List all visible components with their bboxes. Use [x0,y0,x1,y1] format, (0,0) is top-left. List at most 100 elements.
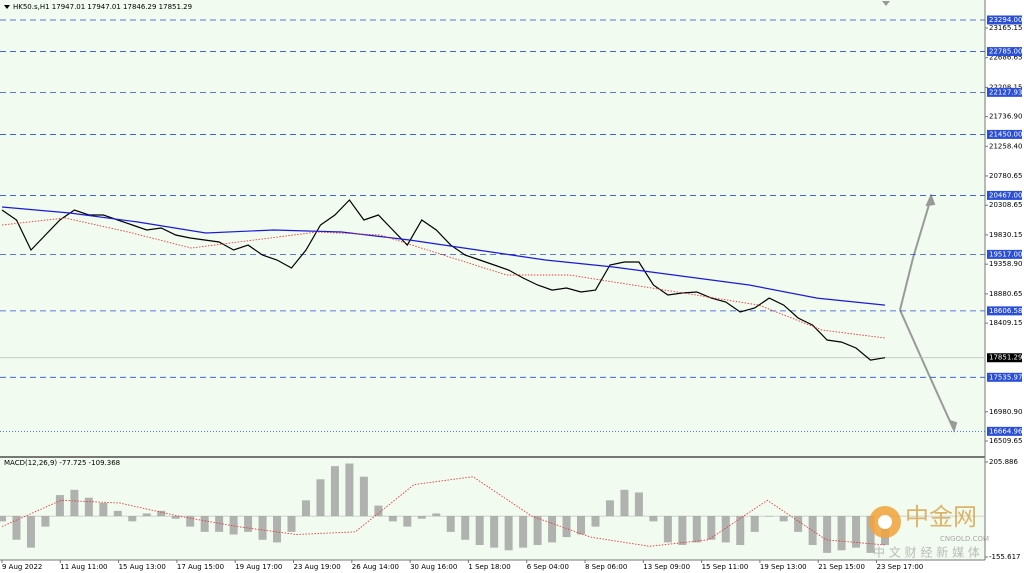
macd-bar [490,516,499,548]
macd-bar [316,479,325,517]
macd-bar [852,516,861,548]
macd-bar [157,510,166,517]
macd-bar [663,516,672,543]
level-label-bg [987,372,1022,382]
x-tick-label: 1 Sep 18:00 [468,563,510,571]
x-tick-label: 15 Sep 11:00 [702,563,749,571]
level-label: 16664.96 [989,427,1023,435]
x-tick-label: 30 Aug 16:00 [410,563,457,571]
y-tick-label: 22208.15 [989,83,1022,91]
level-label: 22127.93 [989,88,1022,96]
level-label: 19517.00 [989,250,1022,258]
last-price-bg [987,353,1022,363]
macd-bar [577,516,586,535]
x-tick-label: 15 Aug 13:00 [119,563,166,571]
plot-bg [0,0,985,560]
macd-bar [823,516,832,553]
macd-bar [287,516,296,532]
macd-bar [519,516,528,548]
menu-triangle [4,5,10,9]
x-tick-label: 8 Sep 06:00 [585,563,627,571]
level-label-bg [987,190,1022,200]
macd-bar [562,516,571,538]
level-label-bg [987,129,1022,139]
y-tick-label: 205.886 [989,458,1018,466]
macd-bar [692,516,701,543]
macd-bar [475,516,484,546]
x-tick-label: 11 Aug 11:00 [60,563,107,571]
macd-bar [26,516,35,548]
watermark: 中金网 CNGOLD.COM 中 文 财 经 新 媒 体 [869,503,989,560]
macd-bar [866,516,875,553]
x-tick-label: 6 Sep 04:00 [527,563,569,571]
annotation-arrows [899,193,958,433]
macd-bar [12,516,21,540]
level-label-bg [987,47,1022,57]
macd-bar [750,516,759,532]
x-tick-label: 9 Aug 2022 [2,563,42,571]
macd-bar [301,500,310,517]
x-tick-label: 19 Aug 17:00 [235,563,282,571]
macd-bar [128,516,137,522]
macd-bar [533,516,542,546]
macd-bar [345,463,354,517]
y-tick-label: 20308.65 [989,201,1022,209]
macd-bar [244,516,253,532]
macd-bar [403,516,412,527]
x-tick-label: 13 Sep 09:00 [643,563,690,571]
level-label: 17535.97 [989,373,1022,381]
macd-bar [634,492,643,517]
level-label-bg [987,306,1022,316]
y-tick-label: 21258.40 [989,142,1022,150]
y-tick-label: 16980.90 [989,408,1022,416]
y-tick-label: 19358.90 [989,260,1022,268]
macd-bar [620,489,629,517]
series-line [1,476,886,547]
macd-bar [504,516,513,551]
macd-bar [84,497,93,517]
level-label-bg [987,87,1022,97]
y-tick-label: 18409.15 [989,319,1022,327]
macd-bar [837,516,846,551]
x-tick-label: 21 Sep 15:00 [818,563,865,571]
macd-bar [591,516,600,527]
macd-bar [99,502,108,517]
y-tick-label: 23165.15 [989,24,1022,32]
macd-bar [765,516,774,517]
x-tick-label: 26 Aug 14:00 [352,563,399,571]
macd-bar [330,466,339,517]
macd-bar [142,513,151,517]
series-line [1,199,886,361]
macd-bar [113,510,122,517]
y-tick-label: 18880.65 [989,290,1022,298]
macd-bar [273,516,282,543]
macd-bar [41,516,50,527]
y-tick-label: -155.617 [989,553,1020,561]
chart-title: HK50.s,H1 17947.01 17947.01 17846.29 178… [13,3,192,11]
macd-bar [258,516,267,540]
macd-bar [779,516,788,522]
x-tick-label: 19 Sep 13:00 [760,563,807,571]
macd-bar [432,513,441,517]
macd-bar [548,516,557,543]
x-tick-label: 23 Aug 19:00 [294,563,341,571]
macd-bar [678,516,687,546]
level-label: 23294.00 [989,16,1022,24]
level-label: 18606.58 [989,307,1022,315]
level-label-bg [987,249,1022,259]
macd-bar [388,516,397,522]
y-tick-label: 16509.65 [989,437,1022,445]
macd-bar [461,516,470,540]
watermark-slogan: 中 文 财 经 新 媒 体 [873,545,980,560]
y-tick-label: 22686.65 [989,54,1022,62]
macd-bar [417,516,426,519]
macd-bar [200,516,209,532]
level-label: 20467.00 [989,191,1022,199]
y-tick-label: 20780.65 [989,172,1022,180]
level-label: 21450.00 [989,130,1022,138]
watermark-name: 中金网 [905,503,977,531]
macd-bar [0,516,6,522]
macd-bar [229,516,238,535]
macd-bar [55,495,64,517]
